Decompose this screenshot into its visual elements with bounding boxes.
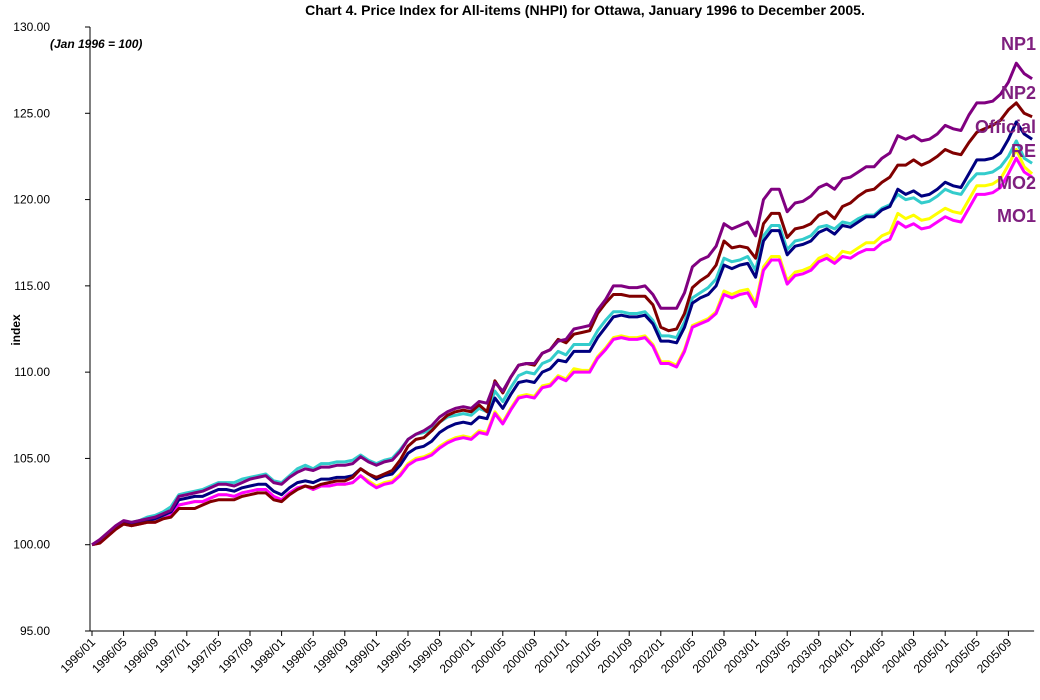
series-label: NP2 xyxy=(1001,83,1036,103)
y-tick-label: 120.00 xyxy=(13,193,50,207)
y-tick-label: 115.00 xyxy=(14,279,50,293)
series-label: MO1 xyxy=(997,206,1036,226)
y-tick-label: 100.00 xyxy=(13,538,50,552)
series-line xyxy=(91,101,1033,547)
x-tick-label: 2005/09 xyxy=(974,635,1015,676)
y-tick-label: 105.00 xyxy=(13,451,50,465)
series-line xyxy=(91,156,1033,547)
series-label: MO2 xyxy=(997,173,1036,193)
y-tick-label: 130.00 xyxy=(13,20,50,34)
chart-title: Chart 4. Price Index for All-items (NHPI… xyxy=(305,2,865,18)
y-tick-label: 110.00 xyxy=(14,365,50,379)
y-tick-label: 95.00 xyxy=(20,624,50,638)
series-line xyxy=(91,120,1033,547)
chart-subtitle: (Jan 1996 = 100) xyxy=(50,37,142,51)
series-label: RE xyxy=(1011,141,1036,161)
series-label: Official xyxy=(975,117,1036,137)
y-axis-label: index xyxy=(9,314,23,346)
y-tick-label: 125.00 xyxy=(13,106,50,120)
series-line xyxy=(91,61,1033,546)
series-label: NP1 xyxy=(1001,34,1036,54)
